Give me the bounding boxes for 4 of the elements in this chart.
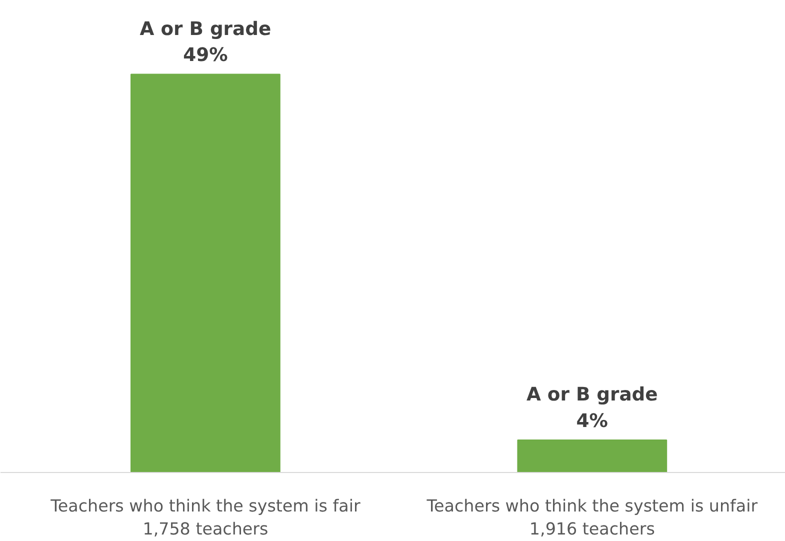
x-tick-label: Teachers who think the system is fair 1,758 teachers: [50, 496, 360, 538]
x-tick-label: Teachers who think the system is unfair 1,916 teachers: [426, 496, 758, 538]
data-label: A or B grade 49%: [140, 18, 272, 66]
data-label: A or B grade 4%: [526, 384, 658, 432]
